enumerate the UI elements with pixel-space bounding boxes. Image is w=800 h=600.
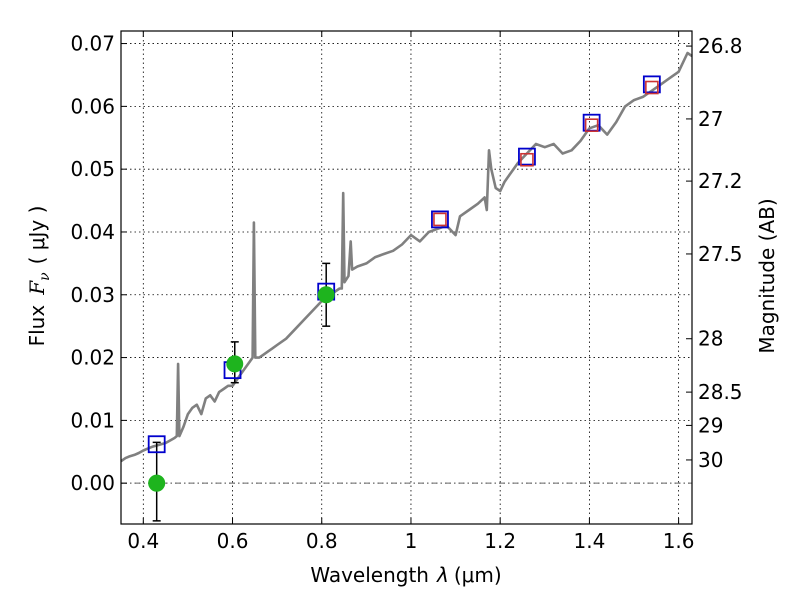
x-axis-unit: (μm) — [454, 563, 502, 587]
spectrum-path — [120, 51, 693, 463]
observed-red-marker — [645, 80, 659, 95]
y-axis-unit: ( μJy ) — [25, 206, 49, 265]
right-tick-label: 27.5 — [698, 242, 743, 266]
right-tick-label: 28.5 — [698, 380, 743, 404]
x-tick-label: 1.4 — [573, 529, 605, 553]
spectrum-line — [120, 51, 693, 463]
right-tick-label: 26.8 — [698, 34, 743, 58]
x-axis-symbol: λ — [436, 563, 449, 587]
x-tick-label: 0.8 — [306, 529, 338, 553]
observed-red-marker — [520, 152, 534, 167]
x-tick-label: 0.6 — [217, 529, 249, 553]
x-tick-label: 1.6 — [663, 529, 695, 553]
x-tick-label: 1 — [405, 529, 418, 553]
gridlines — [121, 31, 692, 524]
x-axis-label: Wavelength λ (μm) — [310, 563, 501, 587]
photometry-markers — [147, 75, 661, 522]
plot-frame — [120, 30, 693, 525]
model-photometry-marker — [431, 210, 449, 229]
y-axis-label: Flux Fν ( μJy ) — [25, 206, 53, 347]
right-axis-label: Magnitude (AB) — [755, 198, 779, 353]
axis-ticks — [121, 31, 692, 524]
right-tick-label: 28 — [698, 327, 723, 351]
y-axis-symbol: F — [25, 280, 49, 296]
observed-marker — [148, 474, 166, 492]
y-tick-label: 0.05 — [70, 157, 115, 181]
right-tick-label: 27.2 — [698, 169, 743, 193]
x-tick-label: 0.4 — [127, 529, 159, 553]
y-tick-label: 0.06 — [70, 94, 115, 118]
model-photometry-marker — [147, 435, 166, 454]
observed-marker — [317, 286, 335, 304]
y-tick-label: 0.07 — [70, 32, 115, 56]
observed-marker — [226, 355, 244, 373]
model-photometry-marker — [642, 75, 661, 94]
y-axis-subscript: ν — [37, 272, 53, 281]
right-tick-label: 30 — [698, 448, 723, 472]
observed-red-marker — [433, 212, 447, 227]
observed-red-marker — [584, 118, 599, 133]
right-tick-label: 27 — [698, 107, 723, 131]
model-photometry-marker — [518, 147, 536, 166]
y-tick-label: 0.01 — [70, 408, 115, 432]
x-axis-label-text: Wavelength — [310, 563, 429, 587]
y-tick-label: 0.00 — [70, 471, 115, 495]
y-tick-label: 0.04 — [70, 220, 115, 244]
tick-labels: 0.4 0.6 0.8 1 1.2 1.4 1.6 0.00 0.01 0.02 0.03 0.04 0… — [70, 32, 742, 553]
y-tick-label: 0.02 — [70, 346, 115, 370]
x-tick-label: 1.2 — [484, 529, 516, 553]
right-tick-label: 29 — [698, 413, 723, 437]
y-axis-label-text: Flux — [25, 305, 49, 347]
y-tick-label: 0.03 — [70, 283, 115, 307]
